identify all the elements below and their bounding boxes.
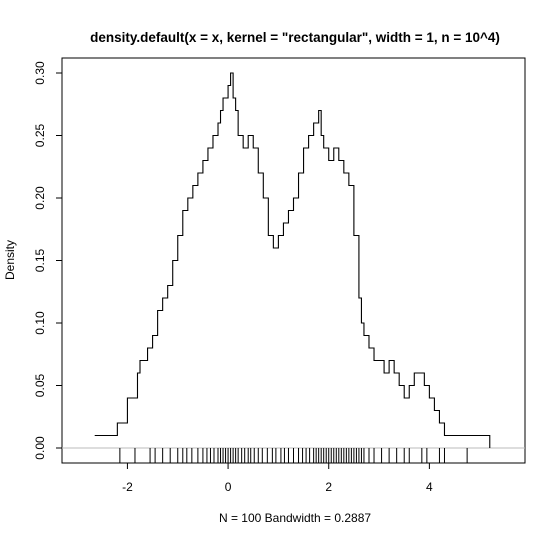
x-axis-label: N = 100 Bandwidth = 0.2887 (219, 511, 371, 525)
y-tick-label: 0.05 (33, 373, 47, 397)
x-tick-label: 0 (225, 480, 232, 494)
x-tick-label: -2 (122, 480, 133, 494)
y-tick-label: 0.20 (33, 186, 47, 210)
y-tick-label: 0.15 (33, 248, 47, 272)
x-tick-label: 4 (426, 480, 433, 494)
y-tick-label: 0.30 (33, 61, 47, 85)
y-tick-label: 0.25 (33, 123, 47, 147)
chart-title: density.default(x = x, kernel = "rectang… (90, 30, 500, 45)
plot-box (61, 57, 526, 464)
y-tick-label: 0.00 (33, 436, 47, 460)
rug (119, 448, 468, 463)
y-axis-label: Density (3, 240, 17, 280)
y-axis: 0.00 0.05 0.10 0.15 0.20 0.25 0.30 (33, 61, 62, 460)
x-tick-label: 2 (325, 480, 332, 494)
x-axis: -2 0 2 4 (122, 463, 433, 494)
density-series-line (94, 72, 491, 448)
y-tick-label: 0.10 (33, 311, 47, 335)
